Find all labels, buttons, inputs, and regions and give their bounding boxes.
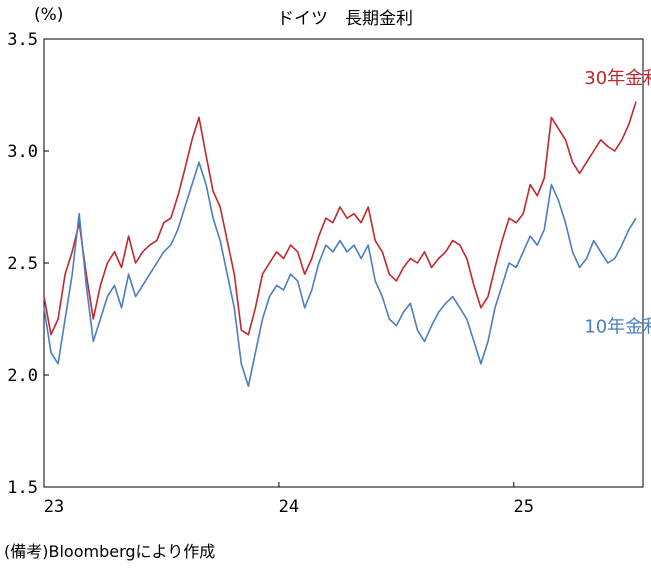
series-lines	[43, 101, 637, 387]
x-tick-label: 23	[44, 497, 64, 517]
series-line-1	[43, 161, 637, 387]
x-tick-label: 25	[514, 497, 534, 517]
x-tick-label: 24	[279, 497, 299, 517]
series-label-1: 10年金利	[584, 316, 651, 337]
y-axis-unit: (%)	[34, 5, 63, 25]
y-tick-label: 2.0	[7, 366, 38, 386]
chart-title: ドイツ 長期金利	[277, 9, 413, 29]
series-labels: 30年金利 10年金利	[584, 68, 651, 338]
y-tick-label: 1.5	[7, 478, 38, 498]
plot-area-frame	[43, 38, 644, 488]
axes: 1.5 2.0 2.5 3.0 3.5 23 24 25	[7, 30, 644, 517]
y-tick-label: 3.0	[7, 142, 38, 162]
y-tick-label: 3.5	[7, 30, 38, 50]
y-tick-label: 2.5	[7, 254, 38, 274]
series-label-0: 30年金利	[584, 68, 651, 89]
source-note: (備考)Bloombergにより作成	[4, 542, 216, 561]
series-line-0	[43, 101, 637, 336]
